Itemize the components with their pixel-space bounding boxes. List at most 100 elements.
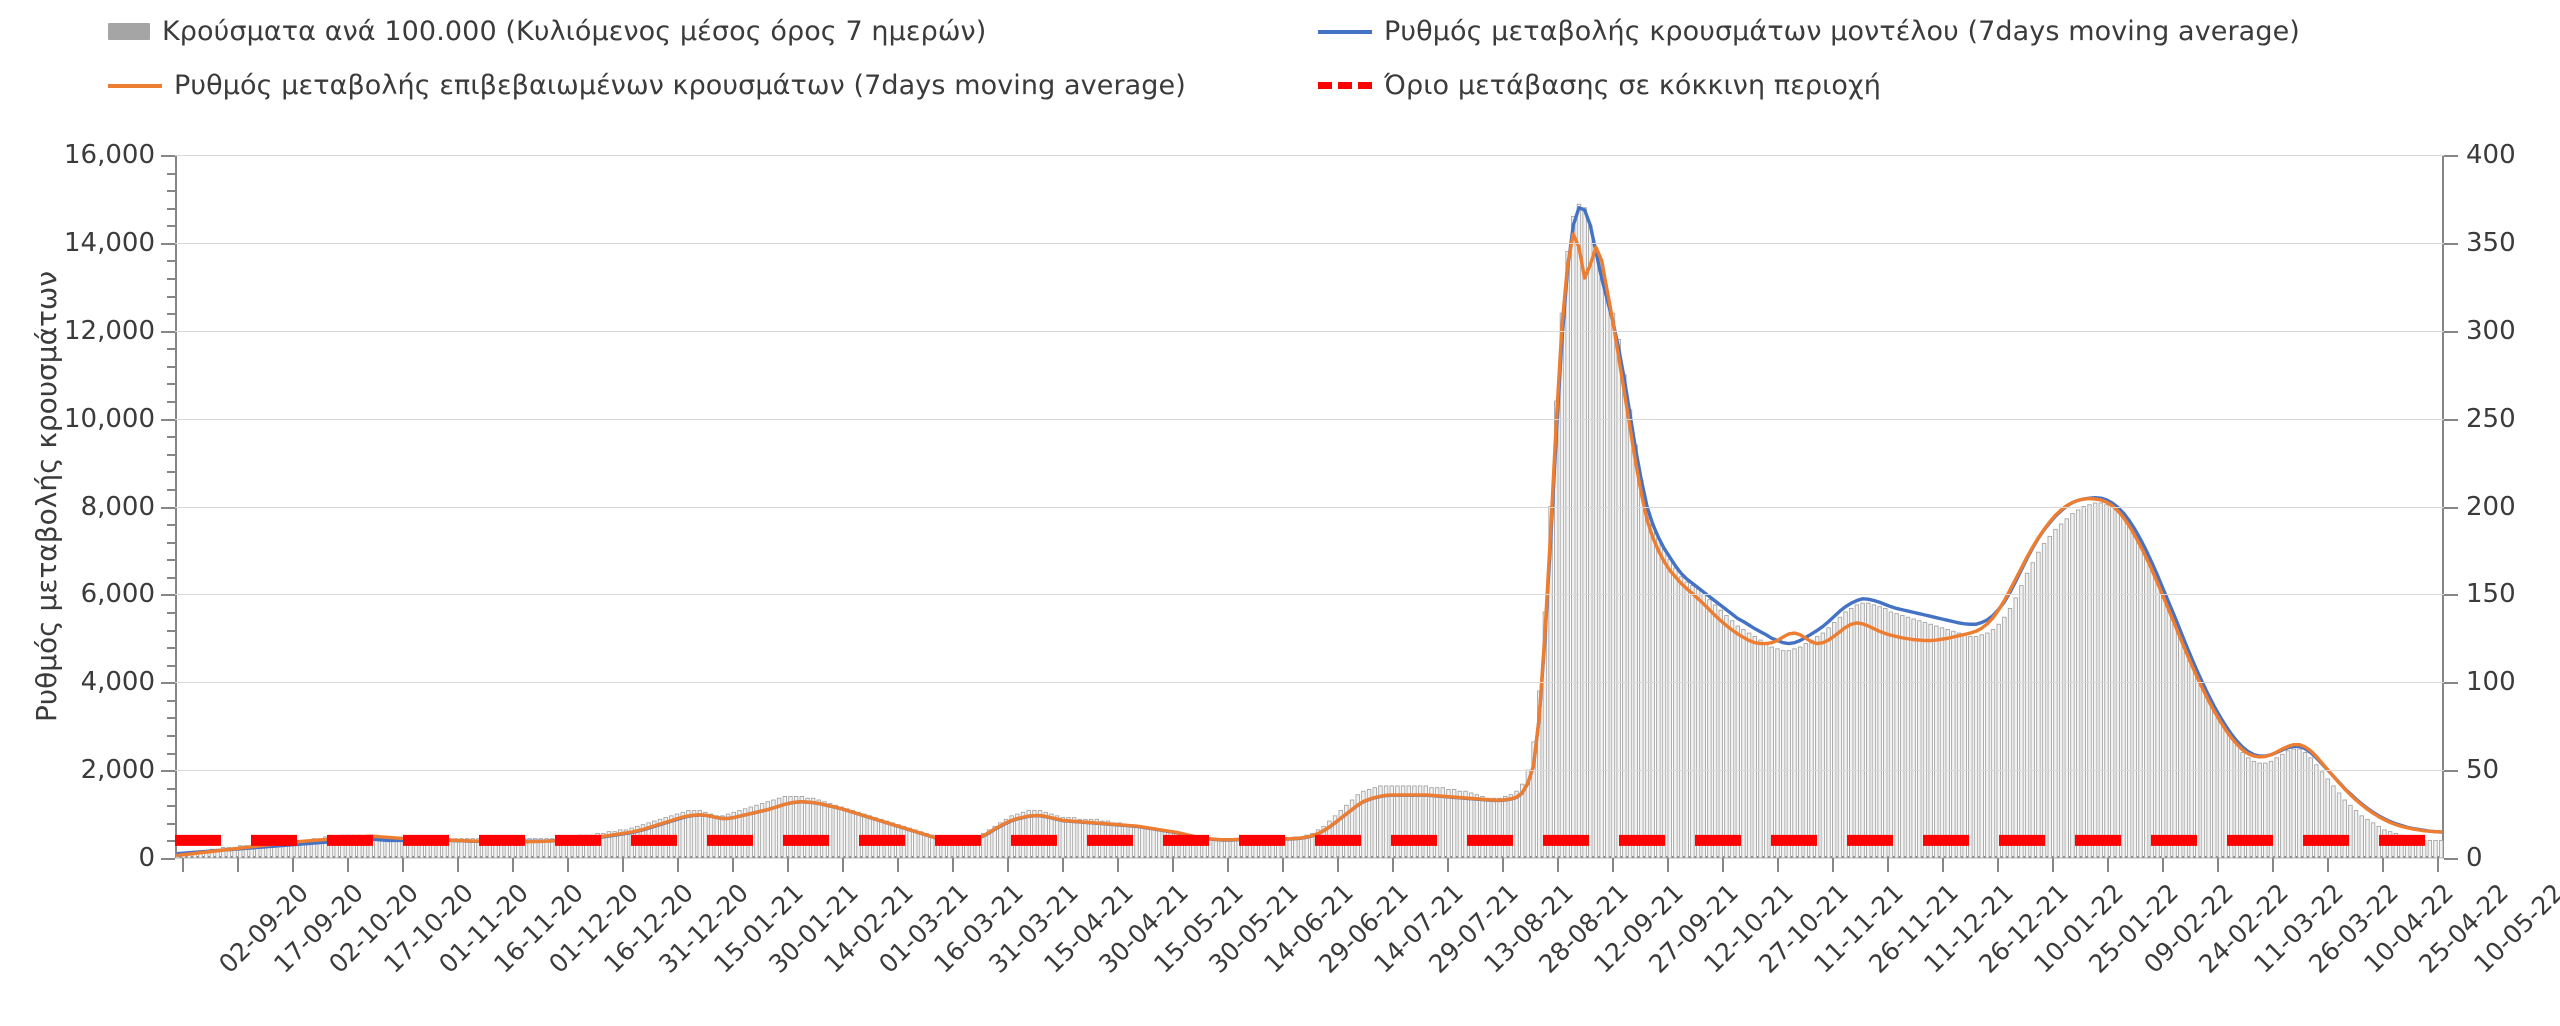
y-axis-left-minor-tick — [167, 805, 175, 808]
y-axis-left-tick-label: 2,000 — [80, 755, 155, 786]
bar — [1678, 576, 1684, 859]
y-axis-left-tick-label: 10,000 — [64, 403, 155, 434]
gridline — [175, 330, 2444, 332]
bar — [1871, 604, 1877, 859]
gridline — [175, 770, 2444, 772]
bar — [1213, 839, 1219, 859]
bar — [2155, 579, 2160, 859]
y-axis-left-minor-tick — [167, 524, 175, 527]
bar — [1457, 790, 1463, 859]
bar — [1639, 479, 1644, 859]
bar — [2064, 518, 2069, 859]
bar — [822, 801, 827, 859]
bar — [793, 796, 799, 859]
bar — [2365, 818, 2370, 859]
x-axis-tick — [567, 858, 569, 872]
bar — [907, 827, 912, 859]
y-axis-left-minor-tick — [167, 190, 175, 193]
bar — [2195, 676, 2200, 859]
x-axis-tick — [2272, 858, 2274, 872]
bar — [1667, 558, 1672, 859]
bar — [1741, 629, 1746, 859]
bar — [2331, 785, 2336, 859]
y-axis-left-minor-tick — [167, 436, 175, 439]
legend-item-cases-per-100k[interactable]: Κρούσματα ανά 100.000 (Κυλιόμενος μέσος … — [108, 16, 986, 47]
x-axis-tick — [2217, 858, 2219, 872]
x-axis-tick — [1337, 858, 1339, 872]
bar — [1712, 604, 1718, 859]
legend-label-confirmed-rate: Ρυθμός μεταβολής επιβεβαιωμένων κρουσμάτ… — [174, 70, 1186, 101]
gridline — [175, 155, 2444, 156]
bar — [1758, 639, 1763, 859]
bar — [1571, 216, 1576, 859]
y-axis-right-tick — [2444, 594, 2458, 597]
y-axis-left-minor-tick — [167, 840, 175, 843]
y-axis-left-minor-tick — [167, 559, 175, 562]
bar — [1775, 648, 1780, 859]
legend-item-confirmed-rate[interactable]: Ρυθμός μεταβολής επιβεβαιωμένων κρουσμάτ… — [108, 70, 1186, 101]
bar — [833, 804, 839, 859]
bar — [2002, 616, 2007, 859]
bar — [2126, 521, 2132, 859]
bar — [1854, 604, 1860, 859]
bar — [1894, 613, 1899, 859]
bar — [1684, 581, 1689, 859]
y-axis-right-tick-label: 400 — [2466, 140, 2516, 170]
bar — [1582, 207, 1587, 859]
bar — [1225, 839, 1230, 859]
bar — [1729, 620, 1735, 859]
bar — [1973, 636, 1979, 859]
bar — [1690, 585, 1695, 859]
bar — [2132, 530, 2138, 859]
y-axis-right-tick — [2444, 242, 2458, 245]
y-axis-left-minor-tick — [167, 699, 175, 702]
x-axis-tick — [2107, 858, 2109, 872]
bar — [1820, 632, 1826, 859]
y-axis-left-minor-tick — [167, 365, 175, 368]
bar — [1922, 622, 1928, 859]
bar — [1491, 797, 1497, 859]
y-axis-left-minor-tick — [167, 717, 175, 720]
x-axis-tick — [622, 858, 624, 872]
y-axis-left-tick-label: 16,000 — [64, 140, 155, 170]
bar — [1701, 593, 1706, 859]
bar — [2138, 541, 2143, 859]
x-axis-tick — [457, 858, 459, 872]
y-axis-right-tick — [2444, 418, 2458, 421]
y-axis-left-tick-label: 6,000 — [80, 579, 155, 610]
x-axis-tick — [1227, 858, 1229, 872]
bar — [1151, 827, 1156, 859]
x-axis-tick — [2327, 858, 2329, 872]
legend-swatch-dashed-red-icon — [1318, 82, 1372, 89]
bar — [1468, 792, 1474, 859]
bar — [703, 811, 708, 859]
x-axis-tick — [402, 858, 404, 872]
bar — [1849, 607, 1854, 859]
x-axis-tick — [347, 858, 349, 872]
bar — [1060, 817, 1065, 859]
bar — [1797, 646, 1803, 859]
y-axis-left-tick-label: 14,000 — [64, 227, 155, 258]
y-axis-right-tick-label: 0 — [2466, 843, 2483, 873]
bar — [2178, 636, 2183, 859]
bar — [1429, 787, 1434, 859]
y-axis-left-tick — [161, 506, 175, 509]
bar — [1843, 611, 1848, 859]
x-axis-tick — [2382, 858, 2384, 872]
bar — [2336, 792, 2342, 859]
bar — [2189, 664, 2194, 859]
y-axis-left-tick — [161, 418, 175, 421]
bar — [2212, 709, 2217, 859]
legend-item-red-threshold[interactable]: Όριο μετάβασης σε κόκκινη περιοχή — [1318, 70, 1881, 101]
gridline — [175, 506, 2444, 508]
bar — [2166, 607, 2172, 859]
y-axis-left-minor-tick — [167, 260, 175, 263]
y-axis-left-minor-tick — [167, 576, 175, 579]
x-axis-tick — [1447, 858, 1449, 872]
bar — [918, 831, 924, 859]
bar — [1956, 632, 1962, 859]
bar — [1605, 295, 1610, 859]
bar — [1763, 643, 1769, 859]
legend-item-model-rate[interactable]: Ρυθμός μεταβολής κρουσμάτων μοντέλου (7d… — [1318, 16, 2300, 47]
y-axis-left-minor-tick — [167, 541, 175, 544]
